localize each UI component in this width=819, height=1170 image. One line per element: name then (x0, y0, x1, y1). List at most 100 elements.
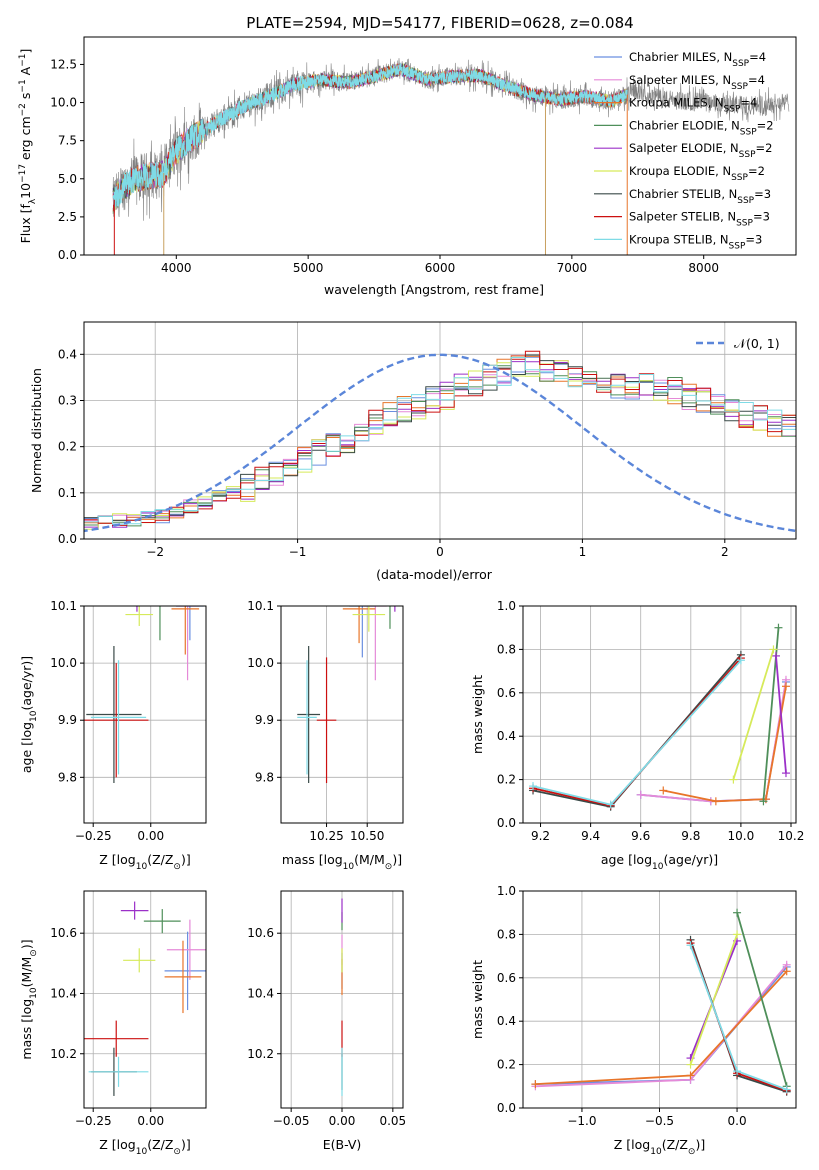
massweight-vs-Z-marker (686, 1060, 695, 1069)
mass-vs-extinction-panel: −0.05 0.00 0.05 10.2 10.4 10.6 E(B-V) (247, 890, 406, 1152)
age-vs-Z-errorbar-point (125, 606, 154, 626)
massweight-vs-Z-ylabel: mass weight (470, 960, 485, 1039)
spectrum-ytick-label: 5.0 (58, 172, 77, 186)
spectrum-xtick-label: 4000 (161, 261, 192, 275)
mass-vs-Z-errorbar-point (84, 1020, 149, 1057)
mass-vs-EBV-xtick-label: 0.00 (329, 1114, 356, 1128)
legend-entry: Chabrier MILES, NSSP=4 (629, 50, 766, 69)
legend-entry: Salpeter MILES, NSSP=4 (629, 73, 765, 92)
mass-vs-Z-errorbar-point (164, 931, 206, 1011)
massweight-vs-age-series-line (532, 657, 742, 807)
massweight-vs-Z-series-line (689, 939, 787, 1093)
age-vs-mass-errorbar-point (297, 645, 321, 784)
massweight-vs-Z-series-line (535, 970, 788, 1085)
massweight-vs-age-marker (781, 769, 790, 778)
figure-title: PLATE=2594, MJD=54177, FIBERID=0628, z=0… (246, 14, 633, 32)
massweight-vs-age-xtick-label: 9.2 (531, 829, 550, 843)
age-vs-mass-ytick-label: 10.0 (247, 656, 274, 670)
legend-entry: Kroupa ELODIE, NSSP=2 (629, 164, 765, 183)
mass-vs-Z-ytick-label: 10.6 (50, 926, 77, 940)
massweight-vs-Z-marker (733, 930, 742, 939)
mass-vs-Z-xlabel: Z [log10(Z/Z⊙)] (99, 1137, 190, 1157)
mass-vs-Z-errorbar-point (164, 940, 202, 1014)
mass-vs-metallicity-panel: −0.25 0.00 10.2 10.4 10.6 Z [log10(Z/Z⊙)] mass… (19, 890, 207, 1157)
massweight-vs-Z-xtick-label: −0.5 (645, 1114, 674, 1128)
age-vs-Z-errorbar-point (171, 606, 200, 655)
age-vs-mass-errorbar-point (363, 606, 387, 681)
residuals-xtick-label: 2 (721, 545, 729, 559)
spectrum-xtick-label: 6000 (425, 261, 456, 275)
massweight-vs-Z-marker (686, 1071, 695, 1080)
mass-vs-Z-errorbar-point (120, 901, 149, 920)
legend-entry: Kroupa STELIB, NSSP=3 (629, 232, 762, 251)
massweight-vs-age-ytick-label: 0.6 (497, 686, 516, 700)
massweight-vs-Z-series-line (689, 942, 787, 1092)
legend-entry: Salpeter ELODIE, NSSP=2 (629, 141, 772, 160)
massweight-vs-Z-ytick-label: 0.8 (497, 927, 516, 941)
spectrum-ytick-label: 0.0 (58, 248, 77, 262)
age-vs-Z-errorbar-point (136, 606, 138, 612)
age-vs-mass-errorbar-point (297, 660, 317, 775)
massweight-vs-age-ytick-label: 0.2 (497, 773, 516, 787)
legend-entry: Chabrier ELODIE, NSSP=2 (629, 118, 774, 137)
massweight-vs-Z-plot-area (531, 908, 791, 1096)
mass-vs-EBV-ytick-label: 10.4 (247, 986, 274, 1000)
massweight-vs-Z-ytick-label: 0.4 (497, 1014, 516, 1028)
spectrum-ytick-label: 10.0 (50, 96, 77, 110)
mass-vs-Z-frame (83, 890, 207, 1109)
legend-entry: Kroupa MILES, NSSP=4 (629, 96, 757, 115)
massweight-vs-Z-series-line (736, 912, 788, 1087)
residuals-ytick-label: 0.2 (58, 440, 77, 454)
mass-vs-Z-ytick-label: 10.4 (50, 986, 77, 1000)
mass-vs-EBV-xtick-label: −0.05 (273, 1114, 310, 1128)
residuals-plot-area (84, 350, 796, 539)
age-vs-Z-xtick-label: −0.25 (75, 829, 112, 843)
massweight-vs-Z-series-line (689, 944, 788, 1091)
mass-vs-EBV-ytick-label: 10.2 (247, 1047, 274, 1061)
residuals-xtick-label: −1 (289, 545, 307, 559)
residuals-ytick-label: 0.4 (58, 347, 77, 361)
massweight-vs-age-ytick-label: 0.4 (497, 729, 516, 743)
massweight-vs-Z-series-line (689, 934, 738, 1065)
massweight-vs-age-marker (774, 623, 783, 632)
residuals-xtick-label: 0 (436, 545, 444, 559)
age-vs-mass-panel: 10.25 10.50 9.8 9.9 10.0 10.1 mass [log10(M/M⊙… (247, 599, 404, 872)
age-vs-metallicity-panel: −0.25 0.00 9.8 9.9 10.0 10.1 Z [log10(Z/Z⊙)] ag… (19, 599, 207, 872)
age-vs-Z-frame (83, 605, 207, 824)
massweight-vs-age-marker (606, 800, 615, 809)
residual-histogram-panel: −2 −1 0 1 2 0.0 0.1 0.2 0.3 0.4 𝒩(0, 1) (data-model… (29, 321, 797, 582)
massweight-vs-age-xtick-label: 10.2 (778, 829, 805, 843)
age-vs-Z-ytick-label: 10.0 (50, 656, 77, 670)
residuals-ytick-label: 0.0 (58, 532, 77, 546)
massweight-vs-Z-marker (686, 941, 695, 950)
residual-histogram-step (84, 357, 796, 539)
gaussian-legend-label: 𝒩(0, 1) (734, 336, 780, 351)
age-vs-mass-xlabel: mass [log10(M/M⊙)] (282, 852, 402, 872)
massweight-vs-Z-xtick-label: 0.0 (728, 1114, 747, 1128)
residual-histogram-step (84, 350, 796, 539)
massweight-vs-age-marker (711, 797, 720, 806)
residuals-xtick-label: −2 (146, 545, 164, 559)
age-vs-Z-ytick-label: 9.8 (58, 770, 77, 784)
spectrum-xtick-label: 7000 (557, 261, 588, 275)
massweight-vs-Z-marker (782, 1085, 791, 1094)
massweight-vs-Z-grid (523, 890, 796, 1109)
gaussian-reference-curve (84, 353, 796, 533)
residuals-xtick-label: 1 (579, 545, 587, 559)
mass-vs-Z-errorbar-point (143, 909, 181, 934)
residuals-ytick-label: 0.1 (58, 486, 77, 500)
mass-vs-EBV-ytick-label: 10.6 (247, 926, 274, 940)
mass-vs-Z-xtick-label: −0.25 (75, 1114, 112, 1128)
spectrum-xtick-label: 8000 (688, 261, 719, 275)
massweight-vs-age-marker (659, 786, 668, 795)
age-vs-Z-ylabel: age [log10(age/yr)] (19, 656, 39, 773)
age-vs-Z-xlabel: Z [log10(Z/Z⊙)] (99, 852, 190, 872)
spectrum-ytick-label: 2.5 (58, 210, 77, 224)
age-vs-mass-errorbar-point (352, 606, 386, 632)
massweight-vs-age-series-line (532, 654, 742, 808)
massweight-vs-Z-marker (733, 908, 742, 917)
massweight-vs-Z-series-line (535, 966, 788, 1085)
massweight-vs-age-ytick-label: 0.0 (497, 816, 516, 830)
massweight-vs-age-marker (729, 775, 738, 784)
massweight-vs-age-series-line (732, 649, 775, 780)
